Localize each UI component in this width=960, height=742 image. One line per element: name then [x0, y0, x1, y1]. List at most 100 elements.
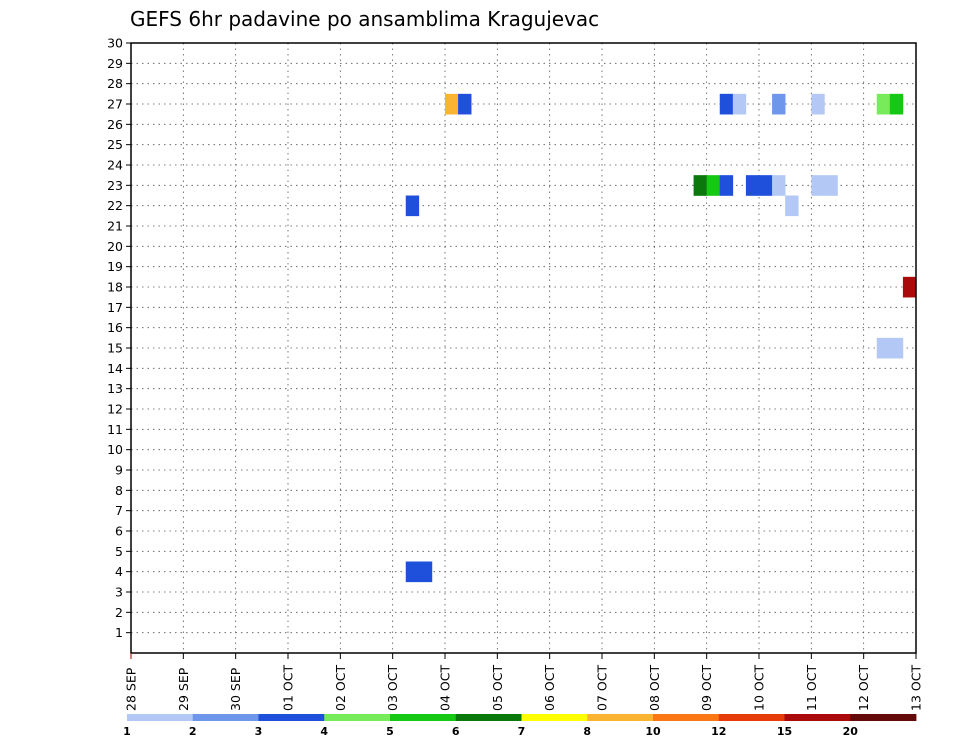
- colorbar-segment: [587, 714, 654, 721]
- y-tick-label: 13: [107, 381, 123, 396]
- grid-lines: [131, 42, 916, 653]
- y-tick-label: 21: [107, 219, 123, 234]
- precip-cell: [732, 93, 747, 115]
- precip-cell: [772, 175, 786, 196]
- colorbar-segment: [521, 714, 588, 721]
- y-tick-label: 4: [115, 564, 123, 579]
- colorbar-label: 2: [189, 725, 197, 738]
- precip-cell: [772, 93, 786, 115]
- colorbar-label: 1: [123, 725, 131, 738]
- y-tick-label: 22: [107, 198, 123, 213]
- precip-cell: [759, 175, 773, 196]
- precip-cell: [811, 175, 825, 196]
- precip-cell: [418, 561, 433, 583]
- x-tick-label: 29 SEP: [176, 667, 191, 711]
- colorbar-label: 3: [255, 725, 263, 738]
- plot-frame: [130, 42, 917, 654]
- y-tick-label: 6: [115, 524, 123, 539]
- x-tick-label: 11 OCT: [804, 665, 819, 711]
- colorbar-label: 8: [583, 725, 591, 738]
- y-tick-label: 8: [115, 483, 123, 498]
- y-tick-label: 23: [107, 178, 123, 193]
- y-tick-label: 11: [107, 422, 123, 437]
- x-tick-label: 07 OCT: [595, 665, 610, 711]
- colorbar-label: 20: [843, 725, 859, 738]
- y-tick-label: 28: [107, 76, 123, 91]
- x-tick-label: 09 OCT: [699, 665, 714, 711]
- x-tick-label: 10 OCT: [752, 665, 767, 711]
- colorbar-segment: [192, 714, 259, 721]
- y-tick-label: 15: [107, 341, 123, 356]
- y-tick-label: 19: [107, 259, 123, 274]
- x-axis: 28 SEP 29 SEP 30 SEP 01 OCT 02 OCT 03 OCT 04 O…: [124, 653, 924, 711]
- precip-cell: [405, 195, 420, 217]
- y-tick-label: 12: [107, 402, 123, 417]
- y-tick-label: 16: [107, 320, 123, 335]
- precip-cell: [745, 175, 760, 196]
- y-axis: 1234567891011121314151617181920212223242…: [107, 36, 131, 640]
- colorbar-segment: [127, 714, 194, 721]
- precip-cell: [706, 175, 721, 196]
- x-tick-label: 01 OCT: [281, 665, 296, 711]
- precip-cell: [693, 175, 707, 196]
- colorbar-segment: [390, 714, 457, 721]
- precip-cell: [458, 93, 472, 115]
- precip-cell: [405, 561, 420, 583]
- x-tick-label: 12 OCT: [856, 665, 871, 711]
- x-tick-label: 13 OCT: [909, 665, 924, 711]
- y-tick-label: 27: [107, 97, 123, 112]
- y-tick-label: 25: [107, 137, 123, 152]
- colorbar-label: 5: [386, 725, 394, 738]
- colorbar: 1 2 3 4 5 6 7 8 10 12 15 20: [123, 714, 917, 738]
- x-tick-label: 03 OCT: [385, 665, 400, 711]
- colorbar-label: 7: [518, 725, 526, 738]
- y-tick-label: 10: [107, 442, 123, 457]
- data-cells: [405, 93, 917, 583]
- colorbar-label: 15: [777, 725, 792, 738]
- x-tick-label: 05 OCT: [490, 665, 505, 711]
- precip-cell: [876, 93, 891, 115]
- colorbar-segment: [653, 714, 720, 721]
- precip-cell: [824, 175, 838, 196]
- x-tick-label: 08 OCT: [647, 665, 662, 711]
- x-tick-label: 28 SEP: [124, 667, 139, 711]
- precip-cell: [902, 276, 917, 298]
- colorbar-segment: [850, 714, 917, 721]
- colorbar-segment: [784, 714, 851, 721]
- colorbar-segment: [324, 714, 391, 721]
- precip-cell: [889, 337, 904, 359]
- colorbar-label: 6: [452, 725, 460, 738]
- precip-cell: [719, 93, 734, 115]
- colorbar-segment: [718, 714, 785, 721]
- precip-cell: [719, 175, 734, 196]
- y-tick-label: 30: [107, 36, 123, 51]
- y-tick-label: 17: [107, 300, 123, 315]
- y-tick-label: 20: [107, 239, 123, 254]
- precip-cell: [876, 337, 891, 359]
- y-tick-label: 1: [115, 625, 123, 640]
- x-tick-label: 06 OCT: [542, 665, 557, 711]
- colorbar-label: 10: [645, 725, 661, 738]
- precip-cell: [889, 93, 904, 115]
- precip-cell: [811, 93, 825, 115]
- y-tick-label: 7: [115, 503, 123, 518]
- y-tick-label: 5: [115, 544, 123, 559]
- x-tick-label: 30 SEP: [228, 667, 243, 711]
- x-tick-label: 02 OCT: [333, 665, 348, 711]
- colorbar-segment: [258, 714, 325, 721]
- precip-cell: [445, 93, 459, 115]
- y-tick-label: 2: [115, 605, 123, 620]
- x-tick-label: 04 OCT: [438, 665, 453, 711]
- precip-cell: [785, 195, 799, 217]
- colorbar-segment: [455, 714, 522, 721]
- y-tick-label: 3: [115, 585, 123, 600]
- colorbar-label: 12: [711, 725, 726, 738]
- y-tick-label: 9: [115, 463, 123, 478]
- chart-title: GEFS 6hr padavine po ansamblima Kragujev…: [130, 7, 599, 31]
- y-tick-label: 14: [107, 361, 123, 376]
- y-tick-label: 24: [107, 158, 123, 173]
- colorbar-label: 4: [320, 725, 328, 738]
- y-tick-label: 29: [107, 56, 123, 71]
- y-tick-label: 18: [107, 280, 123, 295]
